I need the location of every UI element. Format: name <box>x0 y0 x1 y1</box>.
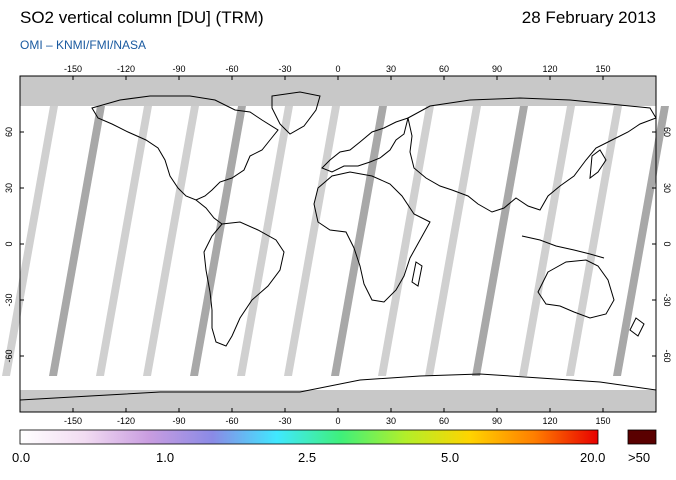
swath-gap <box>425 106 481 376</box>
lon-label-top: 30 <box>386 64 396 74</box>
swath-gap <box>96 106 152 376</box>
coast-africa <box>313 171 431 303</box>
lon-label-top: -30 <box>278 64 291 74</box>
colorbar-label-1: 1.0 <box>156 450 175 465</box>
lon-label-bottom: 30 <box>386 416 396 426</box>
lon-label-top: 150 <box>595 64 610 74</box>
lon-label-bottom: 90 <box>492 416 502 426</box>
lat-label-left: 0 <box>4 241 14 246</box>
lon-label-bottom: -30 <box>278 416 291 426</box>
lon-label-bottom: 150 <box>595 416 610 426</box>
coast-europe <box>321 117 409 173</box>
lat-label-right: -60 <box>662 349 672 362</box>
antarctic-no-data <box>20 390 656 412</box>
coast-new-zealand <box>629 317 645 337</box>
lat-label-right: 30 <box>662 183 672 193</box>
coast-asia <box>407 97 657 213</box>
lat-label-right: 60 <box>662 127 672 137</box>
lon-label-bottom: -60 <box>225 416 238 426</box>
swath-gap <box>2 106 58 376</box>
lon-label-top: 0 <box>335 64 340 74</box>
lat-label-left: 30 <box>4 183 14 193</box>
coast-japan <box>589 149 607 180</box>
lat-label-left: 60 <box>4 127 14 137</box>
map-title: SO2 vertical column [DU] (TRM) <box>20 8 264 27</box>
colorbar-overflow-label: >50 <box>628 450 651 465</box>
lon-label-top: -150 <box>64 64 82 74</box>
coast-north-america <box>91 95 279 201</box>
lon-label-top: 60 <box>439 64 449 74</box>
lon-label-top: -120 <box>117 64 135 74</box>
map-date: 28 February 2013 <box>521 8 656 27</box>
swath-gap <box>143 106 199 376</box>
swath-gap <box>237 106 293 376</box>
colorbar-label-0: 0.0 <box>12 450 31 465</box>
lon-label-bottom: 60 <box>439 416 449 426</box>
swath-gap <box>331 106 387 376</box>
coast-south-america <box>203 221 285 347</box>
lat-label-left: -30 <box>4 293 14 306</box>
lat-label-right: -30 <box>662 293 672 306</box>
coast-indonesia <box>521 235 605 259</box>
map-axes: -150 -150 -120 -120 -90 -90 -60 -60 -30 -30 0 0 30 30… <box>4 64 672 426</box>
arctic-no-data <box>20 76 656 106</box>
colorbar-label-4: 20.0 <box>580 450 606 465</box>
swath-gap <box>472 106 528 376</box>
lon-label-bottom: -150 <box>64 416 82 426</box>
colorbar-label-3: 5.0 <box>441 450 460 465</box>
coast-australia <box>537 259 615 319</box>
colorbar-label-2: 2.5 <box>298 450 317 465</box>
coast-greenland <box>271 91 321 135</box>
satellite-swaths <box>2 106 669 376</box>
lon-label-bottom: -90 <box>172 416 185 426</box>
swath-gap <box>284 106 340 376</box>
swath-gap <box>613 106 669 376</box>
lon-label-top: -90 <box>172 64 185 74</box>
data-source: OMI – KNMI/FMI/NASA <box>20 38 147 52</box>
lon-label-bottom: -120 <box>117 416 135 426</box>
lon-label-top: -60 <box>225 64 238 74</box>
lon-label-bottom: 0 <box>335 416 340 426</box>
lat-label-left: -60 <box>4 349 14 362</box>
lat-label-right: 0 <box>662 241 672 246</box>
colorbar <box>19 429 599 445</box>
swath-gap <box>49 106 105 376</box>
coast-madagascar <box>411 261 423 287</box>
swath-gap <box>190 106 246 376</box>
swath-gap <box>566 106 622 376</box>
coast-central-america <box>195 199 223 225</box>
lon-label-top: 90 <box>492 64 502 74</box>
coast-antarctica <box>19 373 657 401</box>
lon-label-top: 120 <box>542 64 557 74</box>
lon-label-bottom: 120 <box>542 416 557 426</box>
coastlines <box>19 91 657 401</box>
swath-gap <box>519 106 575 376</box>
colorbar-overflow-swatch <box>627 429 657 445</box>
